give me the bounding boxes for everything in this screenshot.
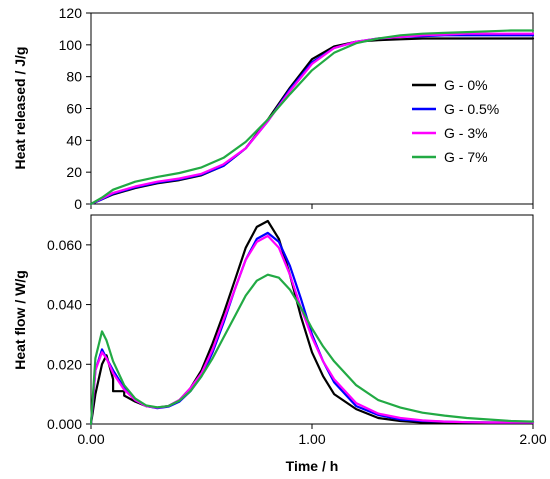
heat-released-panel: 0 20 40 60 80 100 120 Heat released / J/g G - …	[12, 5, 535, 212]
top-series-line-g-3	[89, 32, 535, 206]
bottom-x-ticks: 0.00 1.00 2.00	[77, 424, 547, 447]
heat-flow-panel: 0.000 0.020 0.040 0.060 0.00 1.00 2.00 Heat f…	[12, 214, 547, 474]
top-series-line-g-7	[89, 29, 535, 206]
bottom-y-tick-label: 0.020	[47, 356, 82, 372]
top-y-tick-label: 100	[59, 37, 83, 53]
bottom-series-lines	[89, 219, 535, 426]
x-axis-label: Time / h	[286, 458, 339, 474]
top-y-tick-label: 120	[59, 5, 83, 21]
legend-label-g-0: G - 0%	[444, 77, 488, 93]
bottom-y-tick-label: 0.060	[47, 237, 82, 253]
bottom-y-axis-label: Heat flow / W/g	[12, 270, 28, 370]
x-tick-label: 1.00	[298, 431, 325, 447]
top-y-tick-label: 0	[74, 196, 82, 212]
legend-label-g-7: G - 7%	[444, 149, 488, 165]
bottom-series-line-g-7	[89, 273, 535, 426]
bottom-series-line-g-0	[89, 219, 535, 426]
top-y-ticks: 0 20 40 60 80 100 120	[59, 5, 534, 212]
x-tick-label: 2.00	[519, 431, 546, 447]
bottom-y-tick-label: 0.040	[47, 297, 82, 313]
bottom-plot-frame	[90, 214, 534, 425]
bottom-y-ticks: 0.000 0.020 0.040 0.060	[47, 237, 91, 432]
top-series-lines	[89, 29, 535, 206]
x-tick-label: 0.00	[77, 431, 104, 447]
top-y-tick-label: 40	[66, 132, 82, 148]
top-y-tick-label: 60	[66, 101, 82, 117]
legend: G - 0% G - 0.5% G - 3% G - 7%	[412, 77, 499, 165]
top-y-tick-label: 20	[66, 164, 82, 180]
top-y-tick-label: 80	[66, 69, 82, 85]
legend-label-g-3: G - 3%	[444, 125, 488, 141]
bottom-y-tick-label: 0.000	[47, 416, 82, 432]
legend-label-g-0-5: G - 0.5%	[444, 101, 499, 117]
top-y-axis-label: Heat released / J/g	[12, 47, 28, 170]
bottom-series-line-g-3	[89, 234, 535, 426]
